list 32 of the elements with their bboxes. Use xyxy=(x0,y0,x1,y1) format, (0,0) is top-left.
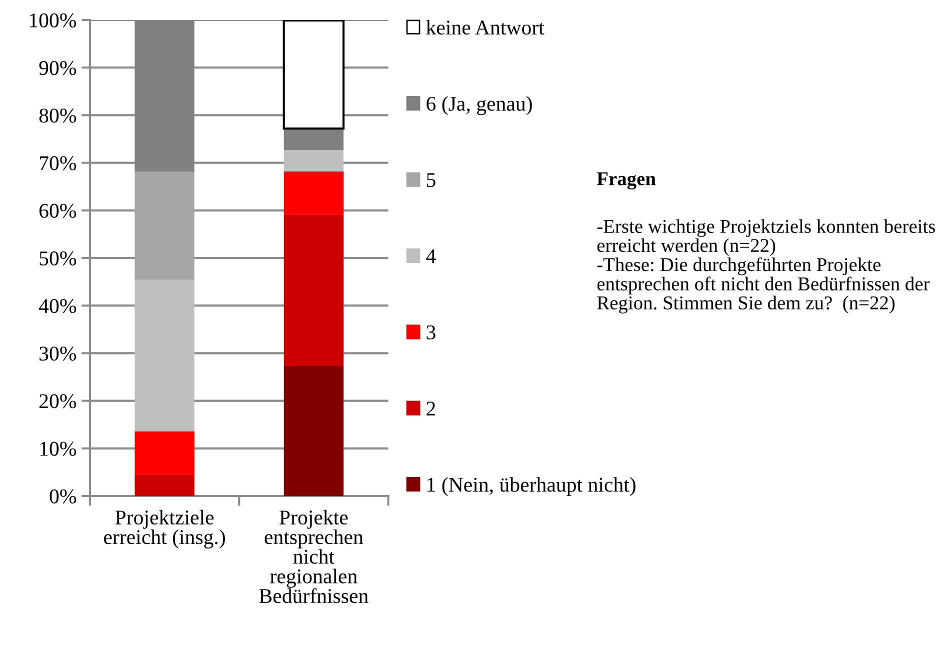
legend-label: 6 (Ja, genau) xyxy=(426,96,532,116)
legend-label: 2 xyxy=(426,402,436,416)
bar xyxy=(134,172,194,280)
bar xyxy=(134,474,194,496)
bar xyxy=(284,214,344,366)
legend-label: 1 (Nein, überhaupt nicht) xyxy=(428,477,636,496)
bar xyxy=(282,20,345,130)
y-tick-label: 30% xyxy=(40,346,76,361)
text: -Erste wichtige Projektziels konnten bereits erreicht werden (n=22) -These: Die durchgeführten Projekte entsprechen oft nicht den Bedürfnissen der Region. Stimmen Sie dem zu? (n=22) xyxy=(597,219,936,314)
bar xyxy=(284,128,344,150)
x-tick-label: Projektziele erreicht (insg.) xyxy=(104,510,225,548)
legend-label: 4 xyxy=(426,249,436,264)
y-tick-label: 50% xyxy=(40,251,76,266)
legend-label: keine Antwort xyxy=(426,20,544,35)
y-tick-label: 40% xyxy=(38,298,76,314)
y-tick-label: 20% xyxy=(40,394,76,408)
legend-label: 5 xyxy=(426,173,436,188)
bar xyxy=(284,366,344,496)
legend-label: 3 xyxy=(426,325,436,340)
y-tick-label: 70% xyxy=(40,156,76,170)
y-tick-label: 80% xyxy=(39,108,76,123)
y-tick-label: 60% xyxy=(39,204,76,218)
x-tick-label: Projekte entsprechen nicht regionalen Bedürfnissen xyxy=(259,510,368,604)
bar xyxy=(284,171,344,215)
y-tick-label: 90% xyxy=(39,60,76,76)
y-tick-label: 0% xyxy=(50,489,76,504)
bar xyxy=(134,280,194,432)
y-tick-label: 100% xyxy=(30,13,76,28)
text: Fragen xyxy=(596,172,656,190)
bar xyxy=(284,150,344,172)
bar xyxy=(134,431,194,475)
y-tick-label: 10% xyxy=(40,442,76,456)
